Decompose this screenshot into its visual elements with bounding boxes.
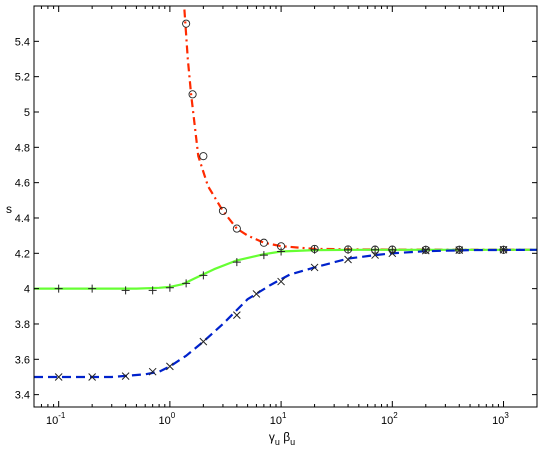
data-point-plus — [371, 245, 380, 254]
y-tick-label: 5.4 — [15, 36, 30, 48]
data-point-plus — [54, 284, 63, 293]
data-point-circle — [259, 238, 268, 247]
data-point-cross — [88, 373, 97, 381]
y-tick-label: 4.6 — [15, 178, 30, 190]
data-point-plus — [259, 251, 268, 260]
data-point-plus — [165, 283, 174, 292]
x-tick-label-exponent: 2 — [393, 411, 398, 420]
data-point-cross — [232, 311, 241, 319]
x-tick-label: 102 — [381, 411, 398, 427]
data-point-cross — [277, 277, 285, 286]
x-tick-label-exponent: 0 — [171, 411, 176, 420]
data-point-plus — [88, 284, 97, 293]
data-point-plus — [182, 279, 191, 288]
data-point-plus — [344, 245, 353, 254]
x-axis-label-beta: β — [280, 430, 290, 444]
plot-area — [34, 9, 537, 381]
x-tick-label-base: 10 — [270, 415, 282, 427]
series-line-3 — [34, 248, 537, 379]
data-point-cross — [371, 251, 379, 259]
data-point-circle — [188, 90, 197, 99]
data-point-plus — [310, 245, 319, 254]
x-axis-label-sub-u2: u — [290, 437, 295, 447]
y-tick-label: 4.2 — [15, 248, 30, 260]
data-point-plus — [421, 245, 430, 254]
x-tick-label-base: 10 — [492, 415, 504, 427]
axes: 3.43.63.844.24.44.64.855.25.410-1 100 101 1… — [15, 6, 538, 427]
data-point-plus — [199, 271, 208, 280]
y-tick-label: 4.4 — [15, 213, 30, 225]
y-tick-label: 5.2 — [15, 72, 30, 84]
data-point-cross — [148, 367, 157, 376]
x-axis-label: γu βu — [269, 430, 295, 447]
data-point-cross — [199, 337, 208, 346]
x-tick-label: 100 — [159, 411, 176, 427]
x-tick-label-exponent: -1 — [58, 411, 66, 420]
x-tick-label-exponent: 1 — [282, 411, 287, 420]
y-tick-label: 5 — [24, 107, 30, 119]
data-point-cross — [388, 249, 397, 258]
data-point-cross — [310, 263, 319, 272]
data-point-plus — [388, 245, 397, 254]
y-tick-label: 4.8 — [15, 142, 30, 154]
data-point-plus — [232, 258, 241, 267]
data-point-cross — [252, 290, 261, 298]
data-point-cross — [421, 246, 430, 255]
x-axis-label-gamma: γ — [269, 430, 275, 444]
data-point-cross — [166, 362, 174, 371]
data-point-cross — [121, 372, 130, 380]
data-point-circle — [199, 152, 208, 161]
data-point-cross — [344, 255, 352, 264]
x-tick-label-exponent: 3 — [504, 411, 509, 420]
x-axis-label-sub-u1: u — [275, 437, 280, 447]
data-point-plus — [277, 247, 286, 256]
y-tick-label: 4 — [24, 284, 30, 296]
x-tick-label: 10-1 — [46, 411, 66, 427]
y-tick-label: 3.8 — [15, 319, 30, 331]
y-tick-label: 3.6 — [15, 354, 30, 366]
data-point-cross — [499, 245, 508, 254]
x-tick-label-base: 10 — [159, 415, 171, 427]
data-point-circle — [232, 224, 241, 233]
x-tick-label-base: 10 — [381, 415, 393, 427]
plot-frame — [33, 5, 538, 408]
data-point-cross — [54, 373, 63, 381]
x-tick-label-base: 10 — [46, 415, 58, 427]
data-point-plus — [148, 286, 157, 295]
data-point-circle — [182, 19, 191, 28]
y-axis-label: s — [6, 202, 12, 216]
data-point-cross — [455, 246, 464, 254]
x-tick-label: 101 — [270, 411, 287, 427]
data-point-circle — [218, 206, 227, 215]
x-tick-label: 103 — [492, 411, 509, 427]
y-tick-label: 3.4 — [15, 390, 30, 402]
data-point-plus — [121, 286, 130, 295]
